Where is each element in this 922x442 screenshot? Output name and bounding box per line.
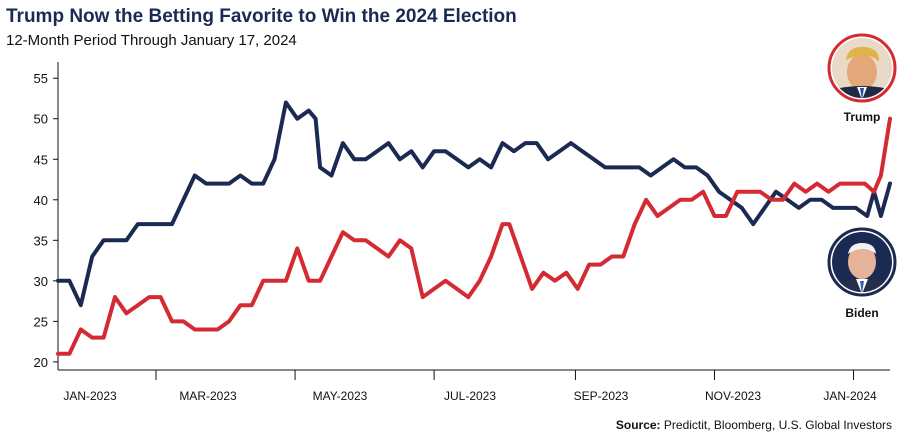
biden-portrait-icon xyxy=(827,227,897,297)
x-tick-label: JUL-2023 xyxy=(444,389,496,403)
y-tick-label: 30 xyxy=(34,274,48,289)
chart-series xyxy=(56,100,892,356)
chart-title: Trump Now the Betting Favorite to Win th… xyxy=(6,6,517,27)
series-line-biden xyxy=(56,100,892,308)
y-tick-label: 40 xyxy=(34,193,48,208)
y-tick-label: 55 xyxy=(34,71,48,86)
series-line-trump xyxy=(56,116,892,356)
y-tick-label: 35 xyxy=(34,233,48,248)
x-tick-label: SEP-2023 xyxy=(574,389,629,403)
x-tick-label: NOV-2023 xyxy=(705,389,761,403)
source-label: Source: xyxy=(615,418,661,432)
chart-axes: 20 25 30 35 40 45 50 55 JAN-2023 MAR-2023 MAY-2023… xyxy=(34,62,890,403)
x-tick-label: MAR-2023 xyxy=(179,389,237,403)
source-note: Source: Predictit, Bloomberg, U.S. Globa… xyxy=(616,418,892,432)
trump-portrait-icon xyxy=(827,33,897,103)
y-tick-label: 45 xyxy=(34,152,48,167)
x-tick-label: JAN-2024 xyxy=(823,389,877,403)
trump-label: Trump xyxy=(844,110,881,124)
x-tick-label: MAY-2023 xyxy=(313,389,368,403)
y-tick-label: 25 xyxy=(34,314,48,329)
y-tick-label: 20 xyxy=(34,355,48,370)
biden-label: Biden xyxy=(845,306,878,320)
chart-subtitle: 12-Month Period Through January 17, 2024 xyxy=(6,32,297,49)
x-tick-label: JAN-2023 xyxy=(63,389,117,403)
source-text: Predictit, Bloomberg, U.S. Global Invest… xyxy=(663,418,892,432)
y-tick-label: 50 xyxy=(34,112,48,127)
